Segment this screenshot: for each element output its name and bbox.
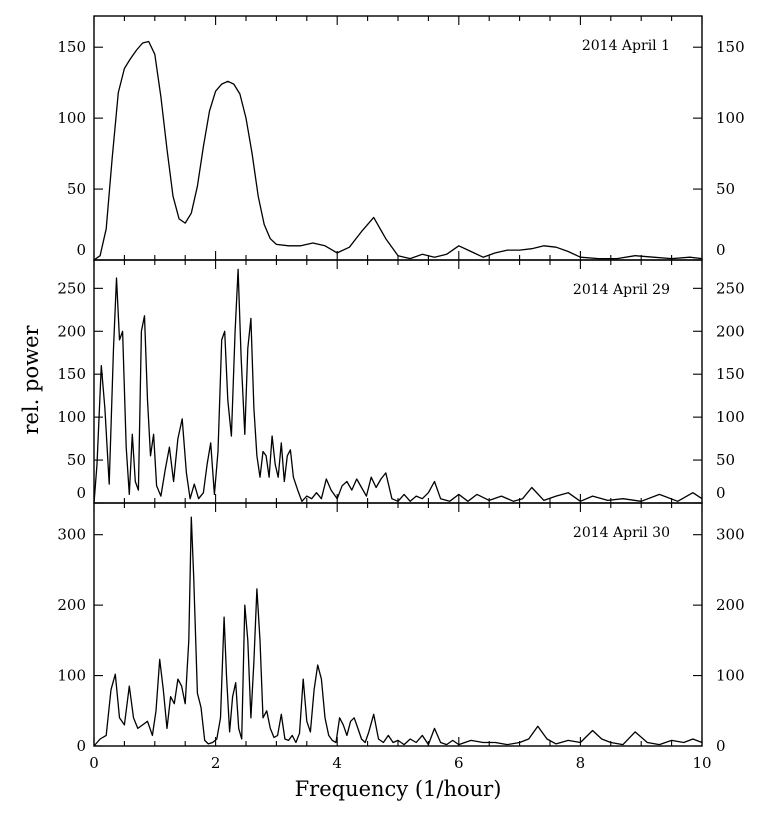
y-axis-title: rel. power — [19, 325, 43, 435]
y-tick-label-left: 100 — [57, 408, 86, 426]
x-tick-label: 8 — [576, 754, 586, 772]
y-tick-label-left: 200 — [57, 596, 86, 614]
y-tick-label-right: 100 — [716, 667, 745, 685]
y-tick-label-right: 100 — [716, 109, 745, 127]
panel-annotation: 2014 April 30 — [573, 525, 670, 541]
power-spectrum-line — [93, 40, 703, 261]
y-tick-label-left: 150 — [57, 38, 86, 56]
y-tick-label-right: 0 — [716, 737, 726, 755]
y-tick-label-right: 100 — [716, 408, 745, 426]
panel-annotation: 2014 April 29 — [573, 282, 670, 298]
y-tick-label-left: 300 — [57, 526, 86, 544]
y-tick-label-left: 50 — [67, 180, 86, 198]
y-tick-label-left: 0 — [76, 737, 86, 755]
y-tick-label-left: 150 — [57, 365, 86, 383]
y-tick-label-left: 200 — [57, 322, 86, 340]
y-tick-label-right: 250 — [716, 279, 745, 297]
x-tick-label: 4 — [332, 754, 342, 772]
y-tick-label-right: 50 — [716, 180, 735, 198]
y-tick-label-right: 150 — [716, 365, 745, 383]
y-tick-label-left: 0 — [76, 241, 86, 259]
y-tick-label-left: 100 — [57, 109, 86, 127]
y-tick-label-left: 100 — [57, 667, 86, 685]
y-tick-label-right: 150 — [716, 38, 745, 56]
y-tick-label-left: 0 — [76, 484, 86, 502]
y-tick-label-right: 200 — [716, 322, 745, 340]
power-spectrum-line — [93, 268, 703, 504]
x-tick-label: 10 — [692, 754, 711, 772]
x-axis-title: Frequency (1/hour) — [295, 777, 502, 801]
y-tick-label-right: 50 — [716, 451, 735, 469]
panel-1: 0 0 50 50 100 100 150 150 2014 April 1 — [57, 15, 745, 261]
y-tick-label-left: 50 — [67, 451, 86, 469]
y-tick-label-right: 0 — [716, 241, 726, 259]
panel-3: 0 0 100 100 200 200 300 300 2014 April 30 — [57, 502, 745, 755]
y-tick-label-right: 300 — [716, 526, 745, 544]
y-tick-label-right: 200 — [716, 596, 745, 614]
power-spectrum-line — [93, 516, 703, 747]
panel-annotation: 2014 April 1 — [582, 38, 670, 54]
x-tick-label: 6 — [454, 754, 464, 772]
y-tick-label-left: 250 — [57, 279, 86, 297]
panel-2: 0 0 50 50 100 100 150 150 200 200 250 250 2014 April… — [57, 259, 745, 504]
x-tick-label: 0 — [89, 754, 99, 772]
x-tick-label: 2 — [211, 754, 221, 772]
y-tick-label-right: 0 — [716, 484, 726, 502]
